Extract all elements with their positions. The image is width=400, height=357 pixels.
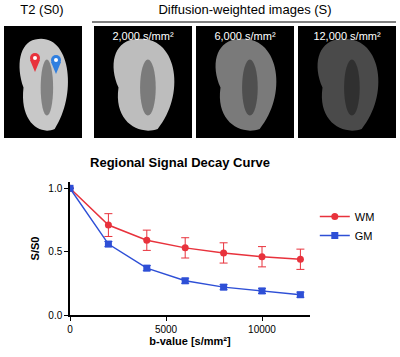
- svg-text:1.0: 1.0: [48, 183, 62, 194]
- svg-text:6,000 s/mm²: 6,000 s/mm²: [214, 30, 275, 42]
- svg-text:T2 (S0): T2 (S0): [20, 2, 63, 17]
- svg-text:0.0: 0.0: [48, 310, 62, 321]
- svg-text:5000: 5000: [155, 324, 178, 335]
- svg-text:0.5: 0.5: [48, 246, 62, 257]
- svg-text:Regional Signal Decay Curve: Regional Signal Decay Curve: [90, 155, 270, 170]
- svg-text:12,000 s/mm²: 12,000 s/mm²: [313, 30, 381, 42]
- svg-text:WM: WM: [355, 211, 375, 223]
- svg-text:GM: GM: [355, 230, 373, 242]
- svg-text:0: 0: [67, 324, 73, 335]
- svg-text:Diffusion-weighted images (S): Diffusion-weighted images (S): [158, 2, 331, 17]
- svg-text:10000: 10000: [248, 324, 276, 335]
- svg-text:2,000 s/mm²: 2,000 s/mm²: [112, 30, 173, 42]
- svg-text:b-value [s/mm²]: b-value [s/mm²]: [149, 335, 231, 347]
- svg-text:S/S0: S/S0: [29, 237, 41, 261]
